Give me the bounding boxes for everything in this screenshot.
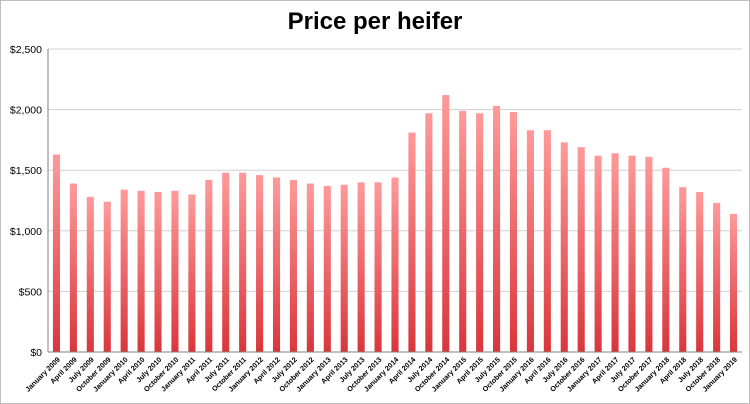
bar-33 xyxy=(611,153,619,352)
chart-title: Price per heifer xyxy=(287,8,463,35)
bar-11 xyxy=(239,172,247,352)
bar-25 xyxy=(476,113,484,353)
y-tick-label: $1,000 xyxy=(10,226,42,238)
bar-31 xyxy=(577,147,585,352)
bar-35 xyxy=(645,156,653,352)
bar-1 xyxy=(69,183,77,352)
bar-34 xyxy=(628,155,636,352)
bar-9 xyxy=(205,179,213,352)
bar-4 xyxy=(120,189,128,352)
y-tick-label: $500 xyxy=(19,286,43,298)
bar-38 xyxy=(696,192,704,352)
bar-39 xyxy=(713,202,721,352)
bar-20 xyxy=(391,177,399,352)
bar-17 xyxy=(340,184,348,352)
bar-6 xyxy=(154,192,162,352)
bar-29 xyxy=(543,130,551,352)
bar-23 xyxy=(442,95,450,352)
bar-21 xyxy=(408,132,416,352)
bar-28 xyxy=(526,130,534,352)
bar-24 xyxy=(459,110,467,352)
bar-26 xyxy=(493,105,501,353)
bar-15 xyxy=(306,183,314,352)
bar-36 xyxy=(662,167,670,352)
bar-40 xyxy=(729,213,738,352)
bar-22 xyxy=(425,113,433,353)
bar-27 xyxy=(509,112,518,352)
y-tick-label: $0 xyxy=(30,347,42,359)
bar-8 xyxy=(188,194,196,352)
bar-10 xyxy=(222,172,230,352)
bar-32 xyxy=(594,155,602,352)
bar-13 xyxy=(272,177,281,352)
y-tick-label: $2,000 xyxy=(10,105,42,117)
bar-3 xyxy=(103,201,111,352)
bar-12 xyxy=(256,175,264,352)
bar-30 xyxy=(560,142,568,352)
bar-37 xyxy=(679,187,687,352)
y-tick-label: $2,500 xyxy=(10,44,42,56)
bar-0 xyxy=(52,154,61,352)
bar-7 xyxy=(171,190,179,352)
bar-18 xyxy=(357,182,365,352)
bar-19 xyxy=(374,182,382,352)
bar-2 xyxy=(86,196,94,352)
bar-16 xyxy=(323,185,331,352)
bar-5 xyxy=(137,190,145,352)
bar-14 xyxy=(289,179,297,352)
y-tick-label: $1,500 xyxy=(10,165,42,177)
